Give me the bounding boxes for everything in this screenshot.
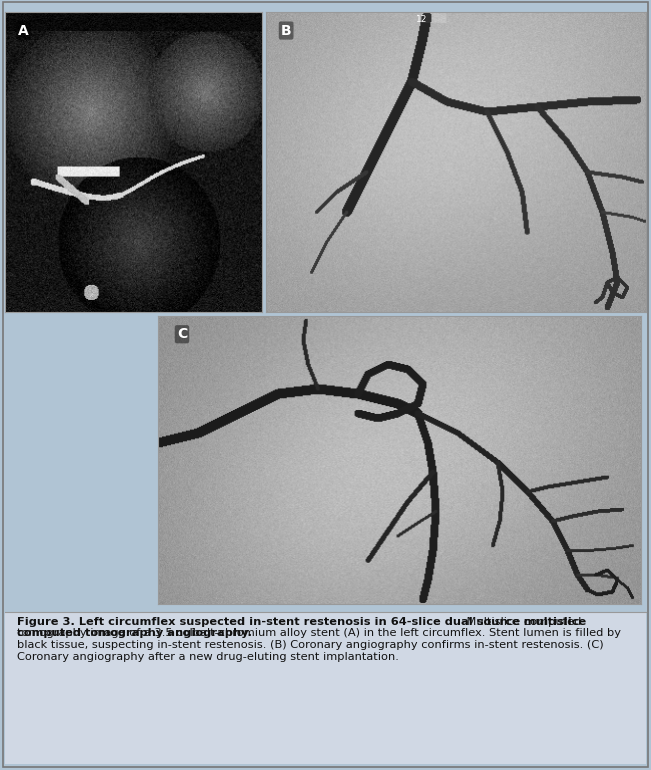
Text: B: B (281, 24, 292, 38)
Bar (5, 612, 646, 764)
Text: Multislice computed tomography image of a 3.5 colbalt-chromium alloy stent (A) i: Multislice computed tomography image of … (17, 617, 621, 661)
Text: A: A (18, 24, 29, 38)
Text: C: C (177, 327, 187, 341)
Text: Figure 3. Left circumflex suspected in-stent restenosis in 64-slice dual source : Figure 3. Left circumflex suspected in-s… (17, 617, 586, 638)
Text: 12: 12 (416, 15, 427, 24)
